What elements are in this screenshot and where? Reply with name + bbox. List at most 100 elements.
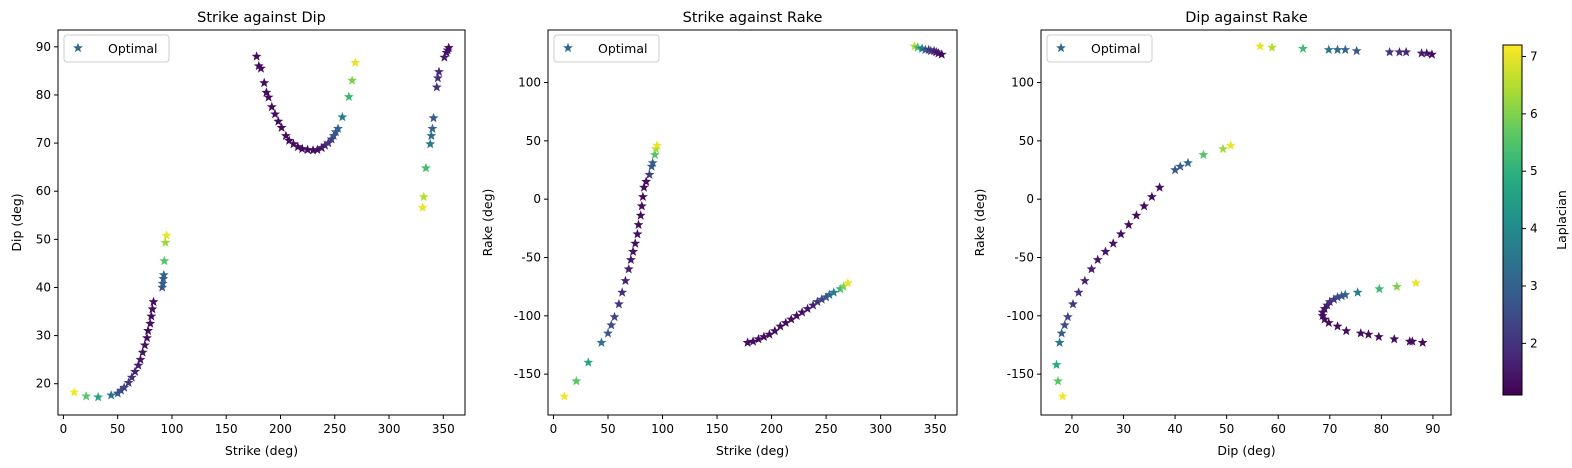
data-point xyxy=(628,246,639,256)
data-point xyxy=(137,347,148,357)
data-point xyxy=(780,317,791,328)
data-point xyxy=(159,255,170,266)
data-point xyxy=(434,66,444,77)
data-point xyxy=(1319,314,1330,324)
data-point xyxy=(1255,41,1266,51)
data-point xyxy=(323,137,334,148)
plot-frame xyxy=(547,29,958,416)
data-point xyxy=(1373,331,1384,342)
x-tick-label: 150 xyxy=(706,422,729,436)
y-axis-label: Rake (deg) xyxy=(972,189,987,257)
data-point xyxy=(639,182,649,192)
colorbar: 2 3 4 5 6 7 Laplacian xyxy=(1502,44,1569,396)
colorbar-tick-label: 3 xyxy=(1530,279,1538,293)
data-point xyxy=(425,138,436,149)
data-point xyxy=(1056,328,1067,338)
x-tick-label: 350 xyxy=(924,422,947,436)
x-tick-label: 300 xyxy=(378,422,401,436)
data-point xyxy=(835,283,846,294)
data-point xyxy=(1225,140,1236,150)
y-tick-label: 30 xyxy=(36,329,51,343)
x-tick-label: 250 xyxy=(323,422,346,436)
data-point xyxy=(261,87,272,97)
data-point xyxy=(786,314,797,324)
x-tick-label: 40 xyxy=(1167,422,1182,436)
data-point xyxy=(936,49,947,59)
data-point xyxy=(816,294,827,304)
data-point xyxy=(651,143,661,154)
data-point xyxy=(93,391,104,402)
data-point xyxy=(333,123,343,133)
data-point xyxy=(320,140,330,150)
y-tick-label: -150 xyxy=(514,367,541,381)
x-axis-label: Strike (deg) xyxy=(225,443,298,458)
data-point xyxy=(617,287,628,297)
data-points xyxy=(1051,41,1437,401)
data-point xyxy=(145,318,156,328)
legend-box xyxy=(63,34,170,63)
legend-box xyxy=(1046,34,1153,63)
data-point xyxy=(1421,48,1432,58)
data-point xyxy=(647,157,658,168)
x-tick-label: 350 xyxy=(432,422,455,436)
data-point xyxy=(288,138,299,149)
x-tick-label: 150 xyxy=(215,422,238,436)
y-tick-label: -150 xyxy=(1007,367,1034,381)
x-tick-label: 90 xyxy=(1425,422,1440,436)
data-point xyxy=(157,278,168,288)
data-point xyxy=(1146,191,1157,202)
data-point xyxy=(251,51,262,61)
data-point xyxy=(1319,303,1330,314)
data-point xyxy=(119,382,130,392)
plot-frame xyxy=(1040,29,1452,416)
data-point xyxy=(147,303,158,314)
data-point xyxy=(337,111,348,122)
data-point xyxy=(596,337,607,347)
data-point xyxy=(106,390,117,400)
data-point xyxy=(256,63,266,73)
axis-ticks: 20 30 40 50 60 70 80 90 -150 -100 -50 0 50 100 xyxy=(1007,76,1441,437)
data-point xyxy=(112,388,123,398)
legend-box xyxy=(553,34,660,63)
data-point xyxy=(143,325,154,335)
data-point xyxy=(808,300,818,310)
x-tick-label: 50 xyxy=(1219,422,1234,436)
chart-strike-vs-dip: Strike against Dip 0 50 100 150 200 250 300 350… xyxy=(9,10,466,458)
data-point xyxy=(1322,300,1333,310)
data-point xyxy=(775,321,786,331)
legend-star-icon xyxy=(73,42,83,53)
axis-ticks: 0 50 100 150 200 250 300 350 20 30 40 50 60 70 80 90 xyxy=(36,40,455,436)
legend-label: Optimal xyxy=(108,41,157,56)
data-point xyxy=(759,331,769,342)
plot-frame xyxy=(57,29,466,416)
data-point xyxy=(742,337,753,347)
x-tick-label: 100 xyxy=(161,422,184,436)
data-point xyxy=(603,328,613,338)
data-point xyxy=(1341,325,1352,336)
data-point xyxy=(1170,164,1181,175)
colorbar-ticks: 2 3 4 5 6 7 xyxy=(1522,49,1538,350)
data-point xyxy=(273,116,284,126)
data-point xyxy=(308,145,318,155)
x-tick-label: 100 xyxy=(651,422,674,436)
y-axis-label: Rake (deg) xyxy=(480,189,495,257)
data-point xyxy=(824,289,835,300)
data-point xyxy=(1183,157,1193,168)
x-tick-label: 70 xyxy=(1322,422,1337,436)
data-point xyxy=(1079,275,1090,286)
legend: Optimal xyxy=(1046,34,1153,63)
y-tick-label: 100 xyxy=(518,76,541,90)
data-points xyxy=(559,41,947,401)
data-point xyxy=(1059,319,1070,330)
data-point xyxy=(350,57,361,67)
data-point xyxy=(1401,46,1412,57)
chart-dip-vs-rake: Dip against Rake 20 30 40 50 60 70 80 90 -150 -10… xyxy=(972,10,1452,458)
data-point xyxy=(1394,46,1405,57)
data-point xyxy=(126,372,137,382)
data-point xyxy=(838,281,849,291)
data-point xyxy=(649,149,660,160)
legend-label: Optimal xyxy=(1091,41,1140,56)
data-point xyxy=(769,325,780,336)
y-tick-label: 20 xyxy=(36,377,51,391)
data-point xyxy=(1323,44,1334,55)
